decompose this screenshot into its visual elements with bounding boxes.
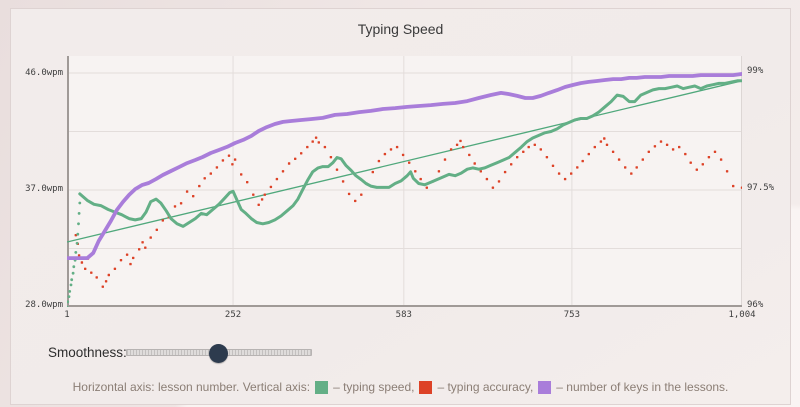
legend-label-number-of-keys: – number of keys in the lessons. xyxy=(556,380,729,394)
legend-label-typing-speed: – typing speed, xyxy=(333,380,415,394)
legend-label-typing-accuracy: – typing accuracy, xyxy=(437,380,534,394)
smoothness-slider-thumb[interactable] xyxy=(208,343,228,363)
chart-title: Typing Speed xyxy=(357,21,444,37)
legend-swatch-typing-speed xyxy=(315,380,329,394)
legend-axes-text: Horizontal axis: lesson number. Vertical… xyxy=(72,380,311,394)
y-axis-label-46wpm: 46.0wpm xyxy=(25,68,63,78)
legend-swatch-number-of-keys xyxy=(538,380,552,394)
y2-axis-label-99pct: 99% xyxy=(747,66,764,76)
y-axis-label-28wpm: 28.0wpm xyxy=(25,300,63,310)
chart-legend: Horizontal axis: lesson number. Vertical… xyxy=(11,380,790,394)
x-tick-1004: 1,004 xyxy=(728,310,756,320)
plot-area[interactable] xyxy=(67,56,742,307)
x-tick-753: 753 xyxy=(563,310,581,320)
smoothness-slider-track[interactable] xyxy=(126,343,312,363)
y2-axis-label-97-5pct: 97.5% xyxy=(747,183,775,193)
y2-axis-label-96pct: 96% xyxy=(747,300,764,310)
x-tick-1: 1 xyxy=(64,310,70,320)
chart-panel: Typing Speed 46.0wpm 37.0wpm 28.0wpm 99%… xyxy=(10,8,791,405)
y-axis-label-37wpm: 37.0wpm xyxy=(25,184,63,194)
smoothness-label: Smoothness: xyxy=(48,345,127,360)
x-tick-252: 252 xyxy=(224,310,242,320)
x-tick-583: 583 xyxy=(395,310,412,320)
legend-swatch-typing-accuracy xyxy=(419,380,433,394)
chart-canvas[interactable] xyxy=(67,56,742,307)
